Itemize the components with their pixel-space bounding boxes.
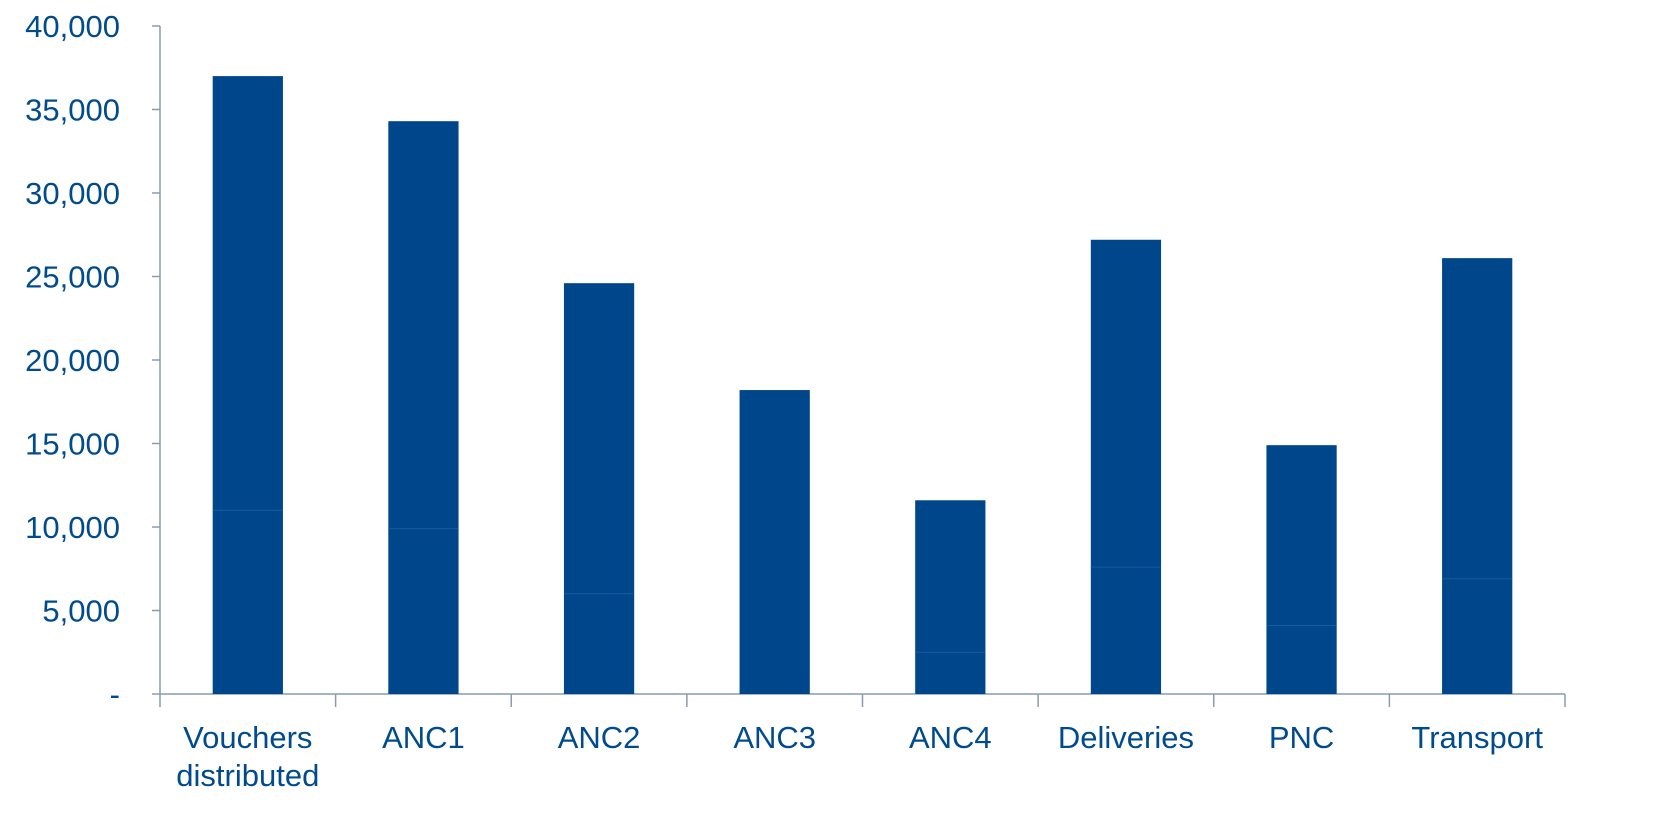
bar-segment [1442, 578, 1513, 694]
x-tick-label: Deliveries [1058, 720, 1194, 755]
bar-segment [1442, 258, 1513, 579]
bar-segment [915, 652, 986, 694]
bar-segment [1090, 239, 1162, 568]
bar-segment [212, 76, 283, 511]
y-tick-label: 40,000 [25, 9, 120, 44]
y-axis: - 5,000 10,000 15,000 20,000 25,000 30,000 35,0… [25, 9, 161, 712]
bar-segment [915, 500, 986, 653]
bar-segment [1266, 625, 1337, 694]
x-tick-label: PNC [1269, 720, 1334, 755]
bar-segment [388, 528, 459, 694]
x-tick-label: ANC4 [909, 720, 992, 755]
y-tick-label: 5,000 [42, 594, 120, 629]
y-tick-label: 15,000 [25, 427, 120, 462]
x-tick-label: ANC1 [382, 720, 465, 755]
bar-segment [563, 283, 635, 594]
bar-segment [563, 593, 635, 694]
bars [212, 76, 1513, 694]
y-tick-label: 25,000 [25, 260, 120, 295]
x-tick-label: Transport [1411, 720, 1543, 755]
x-axis: Vouchers distributed ANC1 ANC2 ANC3 ANC4 Deliv… [159, 693, 1566, 793]
y-tick-label: 35,000 [25, 93, 120, 128]
bar-segment [1090, 567, 1162, 694]
bar-segment [739, 390, 810, 694]
y-tick-label: 10,000 [25, 510, 120, 545]
y-tick-label: - [110, 677, 120, 712]
bar-segment [1266, 445, 1337, 626]
y-tick-label: 20,000 [25, 343, 120, 378]
x-tick-label: ANC2 [558, 720, 641, 755]
x-tick-label: Vouchers distributed [176, 720, 319, 793]
y-tick-label: 30,000 [25, 176, 120, 211]
bar-segment [388, 121, 459, 529]
bar-segment [212, 510, 283, 694]
x-tick-label: ANC3 [733, 720, 816, 755]
